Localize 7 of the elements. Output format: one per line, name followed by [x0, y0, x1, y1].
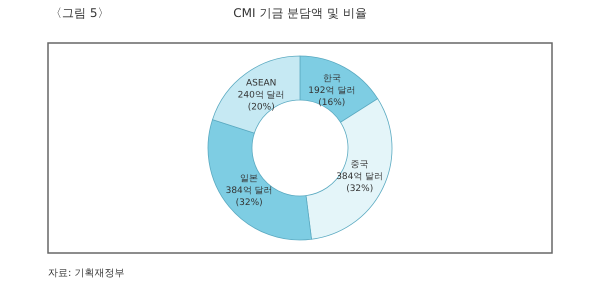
label: 한국 192억 달러 (16%) [308, 74, 356, 108]
annotation: 〈그림 5〉 [50, 6, 110, 20]
label: ASEAN 240억 달러 (20%) [238, 78, 285, 113]
annotation: 자료: 기획재정부 [48, 268, 125, 279]
title: CMI 기금 분담액 및 비율 [233, 6, 367, 20]
label: 중국 384억 달러 (32%) [336, 160, 384, 194]
label: 일본 384억 달러 (32%) [226, 174, 273, 208]
